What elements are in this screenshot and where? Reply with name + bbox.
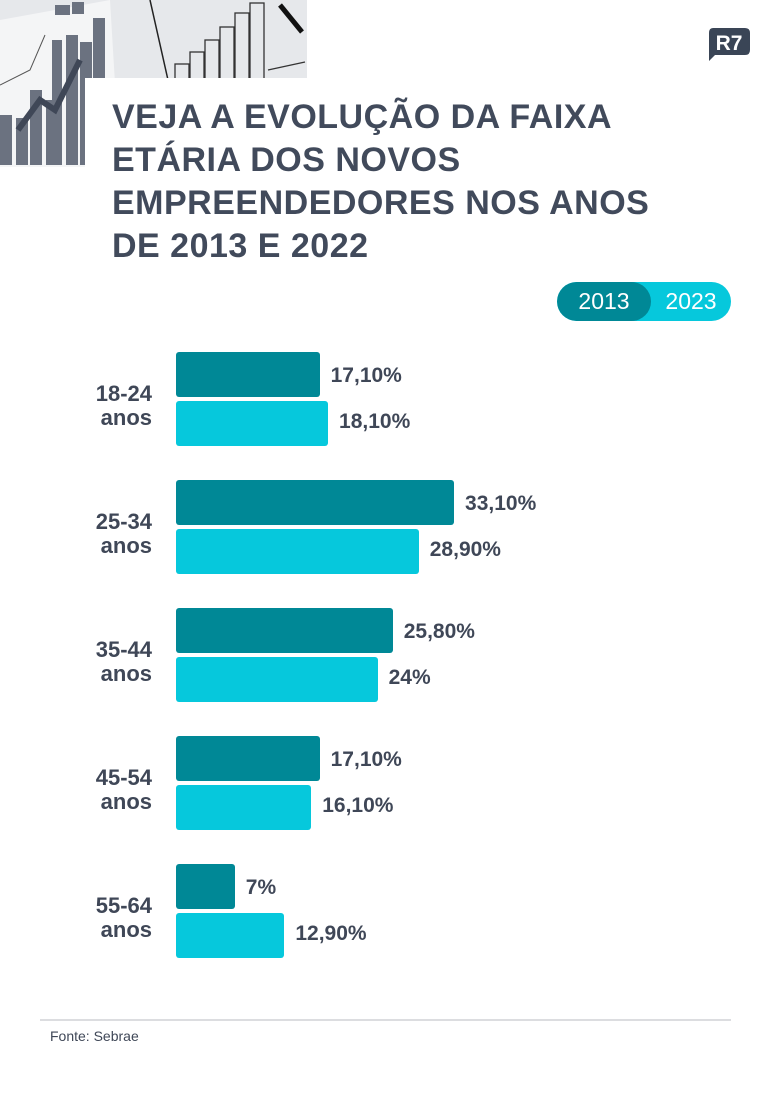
- category-unit: anos: [100, 533, 152, 558]
- bar-2023: [176, 529, 419, 574]
- category-unit: anos: [100, 917, 152, 942]
- category-label: 35-44 anos: [60, 638, 152, 686]
- data-label-2013: 25,80%: [403, 620, 475, 643]
- bar-2013: [176, 608, 393, 653]
- bar-2023: [176, 657, 378, 702]
- data-label-2013: 33,10%: [465, 492, 537, 515]
- source-note: Fonte: Sebrae: [50, 1028, 139, 1044]
- bar-2023: [176, 401, 329, 446]
- bar-2013: [176, 736, 320, 781]
- divider: [40, 1019, 731, 1021]
- data-label-2023: 12,90%: [295, 922, 367, 945]
- title-background: [85, 78, 771, 278]
- page-title: VEJA A EVOLUÇÃO DA FAIXA ETÁRIA DOS NOVO…: [112, 98, 650, 265]
- data-label-2013: 7%: [245, 876, 277, 899]
- bar-2013: [176, 352, 320, 397]
- category-unit: anos: [100, 405, 152, 430]
- legend: 2023 2013: [557, 282, 731, 321]
- category-range: 18-24: [95, 381, 152, 406]
- category-label: 45-54 anos: [60, 766, 152, 814]
- category-label: 18-24 anos: [60, 382, 152, 430]
- logo-text: R7: [716, 32, 743, 55]
- data-label-2023: 28,90%: [429, 538, 501, 561]
- bar-2023: [176, 913, 285, 958]
- data-label-2013: 17,10%: [330, 364, 402, 387]
- category-unit: anos: [100, 661, 152, 686]
- category-unit: anos: [100, 789, 152, 814]
- legend-2023: 2023: [665, 288, 717, 314]
- data-label-2023: 18,10%: [339, 410, 411, 433]
- category-range: 45-54: [95, 765, 152, 790]
- data-label-2023: 16,10%: [322, 794, 394, 817]
- category-range: 25-34: [95, 509, 152, 534]
- data-label-2013: 17,10%: [330, 748, 402, 771]
- category-label: 25-34 anos: [60, 510, 152, 558]
- legend-2013: 2013: [557, 282, 651, 321]
- category-range: 35-44: [95, 637, 152, 662]
- r7-logo-icon: R7: [705, 26, 751, 62]
- bar-2013: [176, 864, 235, 909]
- bar-2023: [176, 785, 312, 830]
- category-label: 55-64 anos: [60, 894, 152, 942]
- category-range: 55-64: [95, 893, 152, 918]
- data-label-2023: 24%: [388, 666, 431, 689]
- bar-2013: [176, 480, 455, 525]
